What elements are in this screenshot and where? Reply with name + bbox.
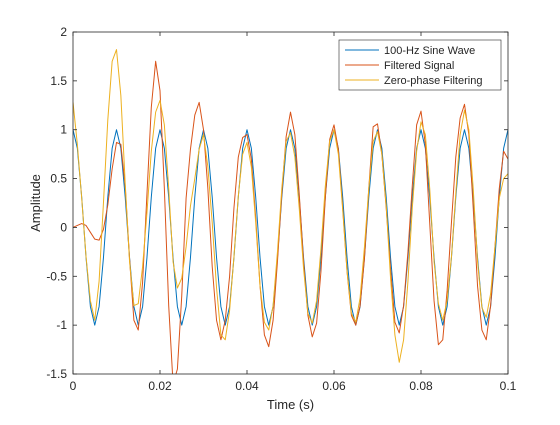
legend-label-2: Filtered Signal xyxy=(384,60,454,72)
y-tick-label: -1.5 xyxy=(46,367,67,381)
series-layer xyxy=(73,49,508,374)
y-tick-label: 0 xyxy=(60,220,67,234)
x-tick-label: 0.04 xyxy=(235,379,259,393)
y-tick-label: 1 xyxy=(60,123,67,137)
y-axis-label: Amplitude xyxy=(28,174,43,232)
series-line-3 xyxy=(73,49,508,363)
x-tick-label: 0.08 xyxy=(409,379,433,393)
ticks-layer: 0 0.02 0.04 0.06 0.08 0.1 -1.5 -1 -0.5 0 0.5 1 1.5 2 xyxy=(46,25,516,393)
series-line-2 xyxy=(73,60,508,374)
y-tick-label: -0.5 xyxy=(46,269,67,283)
x-tick-label: 0.02 xyxy=(148,379,172,393)
y-tick-label: -1 xyxy=(56,318,67,332)
legend-label-3: Zero-phase Filtering xyxy=(384,75,482,87)
x-tick-label: 0 xyxy=(70,379,77,393)
y-tick-label: 2 xyxy=(60,25,67,39)
x-tick-label: 0.06 xyxy=(322,379,346,393)
x-axis-label: Time (s) xyxy=(267,397,314,412)
y-tick-label: 1.5 xyxy=(50,74,67,88)
x-tick-label: 0.1 xyxy=(500,379,517,393)
legend-label-1: 100-Hz Sine Wave xyxy=(384,45,475,57)
legend-entries: 100-Hz Sine Wave Filtered Signal Zero-phas… xyxy=(345,45,482,87)
y-tick-label: 0.5 xyxy=(50,172,67,186)
legend[interactable]: 100-Hz Sine Wave Filtered Signal Zero-phas… xyxy=(338,39,502,91)
axes-box xyxy=(72,31,509,375)
